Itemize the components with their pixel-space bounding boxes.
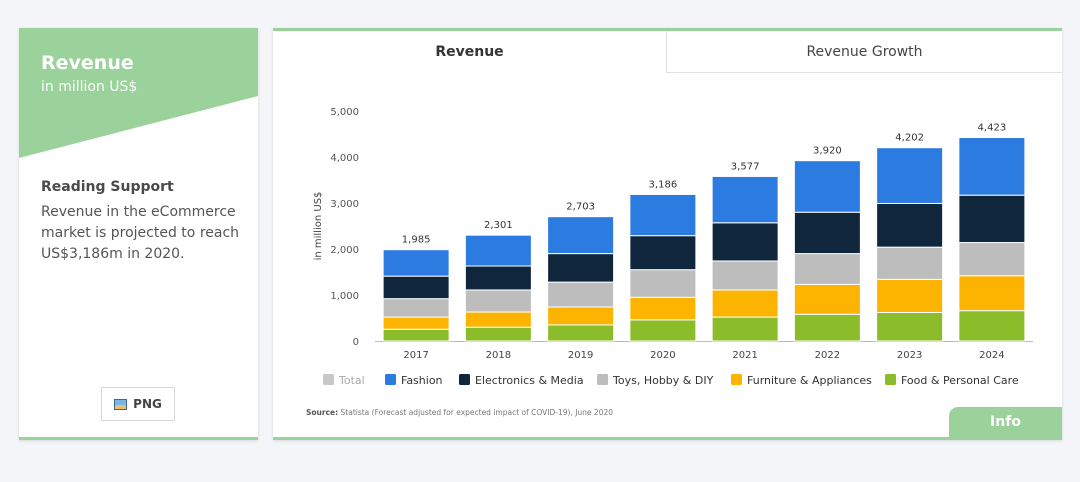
bar-segment bbox=[464, 311, 532, 328]
y-tick-label: 1,000 bbox=[330, 291, 359, 302]
total-data-label: 3,186 bbox=[649, 179, 678, 190]
tab-revenue-growth[interactable]: Revenue Growth bbox=[666, 31, 1062, 73]
bar-segment bbox=[793, 160, 861, 213]
x-tick-label: 2023 bbox=[897, 350, 922, 361]
total-data-label: 3,577 bbox=[731, 161, 760, 172]
bar-segment bbox=[629, 319, 697, 342]
bar-segment bbox=[547, 253, 615, 283]
legend-swatch bbox=[323, 374, 334, 385]
bar-segment bbox=[793, 313, 861, 342]
bar-segment bbox=[711, 260, 779, 291]
legend-swatch bbox=[885, 374, 896, 385]
info-button[interactable]: Info bbox=[949, 407, 1062, 437]
y-tick-label: 0 bbox=[353, 337, 359, 348]
bar-segment bbox=[876, 246, 944, 280]
bar-segment bbox=[464, 265, 532, 291]
total-data-label: 4,423 bbox=[978, 123, 1007, 134]
bar-segment bbox=[547, 324, 615, 342]
legend-label: Toys, Hobby & DIY bbox=[612, 374, 714, 387]
y-tick-label: 4,000 bbox=[330, 153, 359, 164]
legend-label: Fashion bbox=[401, 374, 443, 387]
x-tick-label: 2024 bbox=[979, 350, 1004, 361]
page-footer-band bbox=[0, 462, 1080, 482]
x-tick-label: 2021 bbox=[732, 350, 757, 361]
bar-segment bbox=[711, 222, 779, 262]
bar-segment bbox=[793, 253, 861, 285]
bar-segment bbox=[629, 193, 697, 237]
total-data-label: 4,202 bbox=[895, 133, 924, 144]
legend-label: Food & Personal Care bbox=[901, 374, 1019, 387]
bar-segment bbox=[547, 216, 615, 255]
x-tick-label: 2020 bbox=[650, 350, 675, 361]
x-tick-label: 2018 bbox=[486, 350, 511, 361]
bar-segment bbox=[958, 194, 1026, 244]
y-tick-label: 5,000 bbox=[330, 107, 359, 118]
bar-segment bbox=[464, 289, 532, 313]
legend-label: Total bbox=[338, 374, 365, 387]
tab-revenue[interactable]: Revenue bbox=[273, 31, 666, 73]
bar-segment bbox=[793, 211, 861, 255]
bar-segment bbox=[711, 175, 779, 224]
summary-subtitle: in million US$ bbox=[41, 79, 138, 95]
source-text: Statista (Forecast adjusted for expected… bbox=[340, 408, 614, 417]
y-axis-label: in million US$ bbox=[313, 192, 324, 261]
bar-segment bbox=[876, 202, 944, 248]
source-note: Source: Statista (Forecast adjusted for … bbox=[306, 408, 613, 417]
chart-card: Revenue Revenue Growth 0 1,000 2,000 3,000 4… bbox=[273, 28, 1062, 440]
bar-segment bbox=[793, 283, 861, 315]
legend-label: Electronics & Media bbox=[475, 374, 584, 387]
bar-segment bbox=[958, 275, 1026, 312]
bar-segment bbox=[382, 328, 450, 342]
legend-swatch bbox=[731, 374, 742, 385]
bar-segment bbox=[464, 326, 532, 342]
bar-segment bbox=[711, 289, 779, 318]
bar-segment bbox=[464, 234, 532, 267]
summary-card: Revenue in million US$ Reading Support R… bbox=[19, 28, 258, 440]
bar-segment bbox=[958, 310, 1026, 342]
source-label: Source: bbox=[306, 408, 339, 417]
legend-label: Furniture & Appliances bbox=[747, 374, 872, 387]
image-icon bbox=[114, 398, 128, 410]
bar-segment bbox=[382, 298, 450, 318]
summary-title: Revenue bbox=[41, 52, 134, 74]
total-data-label: 1,985 bbox=[402, 235, 431, 246]
legend-swatch bbox=[459, 374, 470, 385]
x-tick-label: 2017 bbox=[403, 350, 428, 361]
y-tick-label: 3,000 bbox=[330, 199, 359, 210]
bar-segment bbox=[382, 249, 450, 277]
bar-segment bbox=[547, 306, 615, 326]
bar-segment bbox=[958, 242, 1026, 277]
summary-header-shape bbox=[19, 28, 258, 158]
png-download-button[interactable]: PNG bbox=[101, 387, 175, 421]
x-tick-label: 2022 bbox=[815, 350, 840, 361]
bar-segment bbox=[876, 311, 944, 342]
bar-segment bbox=[382, 316, 450, 330]
bar-segment bbox=[876, 147, 944, 204]
bar-segment bbox=[382, 275, 450, 300]
x-tick-label: 2019 bbox=[568, 350, 593, 361]
total-data-label: 3,920 bbox=[813, 146, 842, 157]
bar-segment bbox=[958, 137, 1026, 196]
legend-swatch bbox=[597, 374, 608, 385]
bar-segment bbox=[547, 281, 615, 308]
bar-segment bbox=[876, 278, 944, 313]
bar-segment bbox=[629, 235, 697, 271]
bar-segment bbox=[711, 316, 779, 342]
y-tick-label: 2,000 bbox=[330, 245, 359, 256]
png-label: PNG bbox=[133, 397, 162, 411]
reading-support-title: Reading Support bbox=[41, 179, 174, 195]
revenue-chart: 0 1,000 2,000 3,000 4,000 5,000 in million US$… bbox=[313, 107, 1033, 387]
legend-swatch bbox=[385, 374, 396, 385]
reading-support-text: Revenue in the eCommerce market is proje… bbox=[41, 204, 240, 262]
total-data-label: 2,703 bbox=[566, 202, 595, 213]
bar-segment bbox=[629, 296, 697, 321]
bar-segment bbox=[629, 269, 697, 298]
total-data-label: 2,301 bbox=[484, 220, 513, 231]
